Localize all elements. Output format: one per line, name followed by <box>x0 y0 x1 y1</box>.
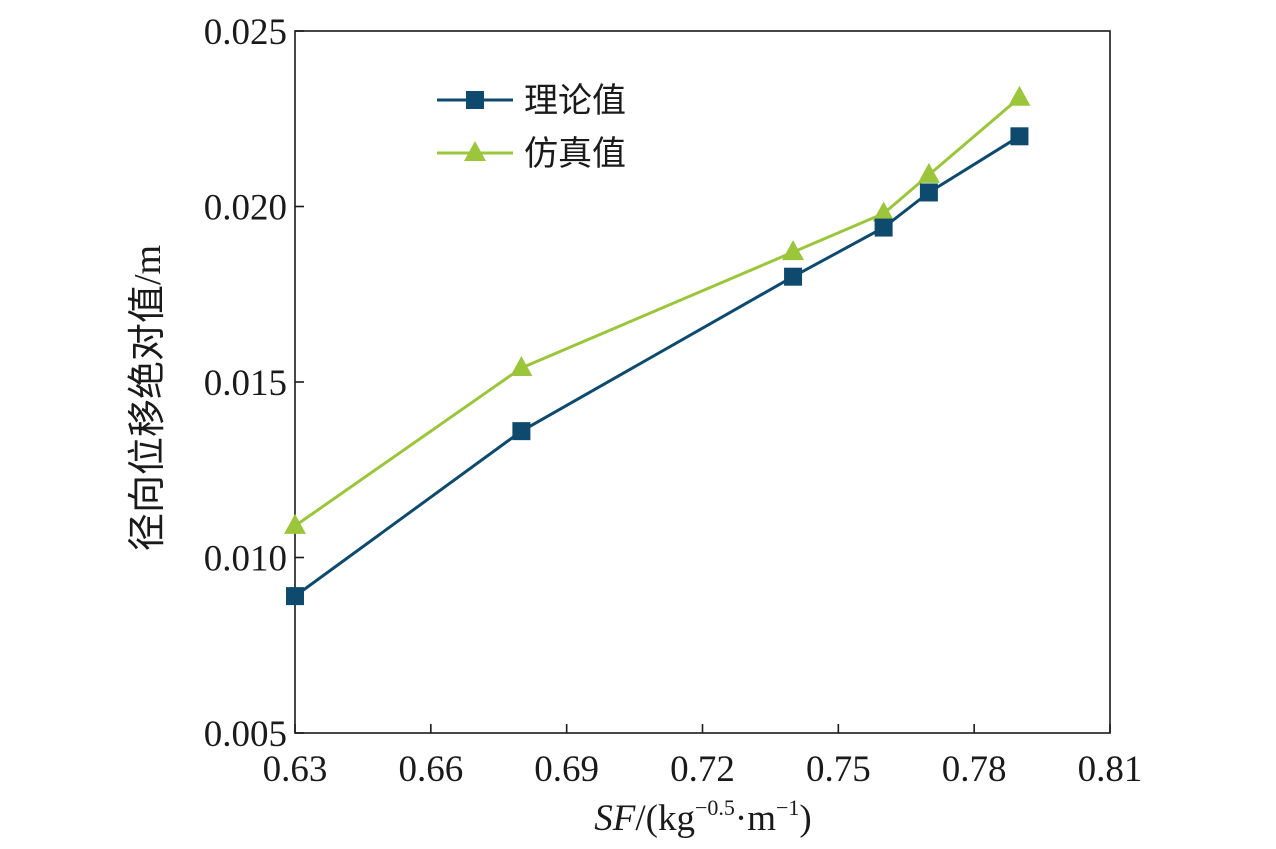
data-point <box>872 201 895 222</box>
x-tick-label: 0.75 <box>806 749 871 790</box>
x-tick-label: 0.81 <box>1078 749 1143 790</box>
y-tick-label: 0.010 <box>204 539 287 580</box>
legend-label: 仿真值 <box>524 134 626 174</box>
legend-item: 理论值 <box>437 81 626 121</box>
x-axis-unit-mid: ·m <box>735 798 776 839</box>
y-axis-ticks: 0.005 0.010 0.015 0.020 0.025 <box>204 12 304 755</box>
x-axis-variable: SF <box>594 798 636 839</box>
data-point <box>510 355 533 376</box>
x-axis-unit-close: ) <box>799 798 811 839</box>
data-point <box>512 422 531 441</box>
legend-item: 仿真值 <box>437 134 626 174</box>
legend-marker <box>464 141 486 161</box>
data-point <box>917 162 940 183</box>
x-tick-label: 0.66 <box>398 749 463 790</box>
y-tick-label: 0.005 <box>204 714 287 755</box>
x-axis-title: SF/(kg−0.5·m−1) <box>594 795 812 839</box>
y-tick-label: 0.025 <box>204 12 287 53</box>
series-layer <box>284 85 1031 606</box>
data-point <box>1010 127 1029 146</box>
x-tick-label: 0.78 <box>942 749 1007 790</box>
x-axis-unit-open: /(kg <box>635 798 695 839</box>
data-point <box>284 513 306 534</box>
x-axis-exponent-2: −1 <box>776 795 799 820</box>
data-point <box>286 587 304 606</box>
y-tick-label: 0.020 <box>204 188 287 229</box>
x-axis-ticks: 0.63 0.66 0.69 0.72 0.75 0.78 0.81 <box>263 724 1143 790</box>
x-tick-label: 0.69 <box>534 749 599 790</box>
data-point <box>874 218 893 237</box>
data-point <box>919 183 938 202</box>
series-theory <box>286 127 1029 606</box>
legend-label: 理论值 <box>524 81 626 121</box>
series-line <box>294 135 1021 598</box>
plot-frame <box>294 30 1111 734</box>
data-point <box>1008 85 1031 106</box>
x-axis-exponent-1: −0.5 <box>695 795 735 820</box>
y-axis-title: 径向位移绝对值/m <box>127 245 169 551</box>
x-tick-label: 0.72 <box>670 749 735 790</box>
data-point <box>782 240 805 261</box>
series-simulation <box>284 85 1031 534</box>
y-tick-label: 0.015 <box>204 363 287 404</box>
data-point <box>784 267 803 286</box>
x-tick-label: 0.63 <box>263 749 328 790</box>
legend-marker <box>466 91 484 109</box>
series-line <box>294 96 1021 528</box>
